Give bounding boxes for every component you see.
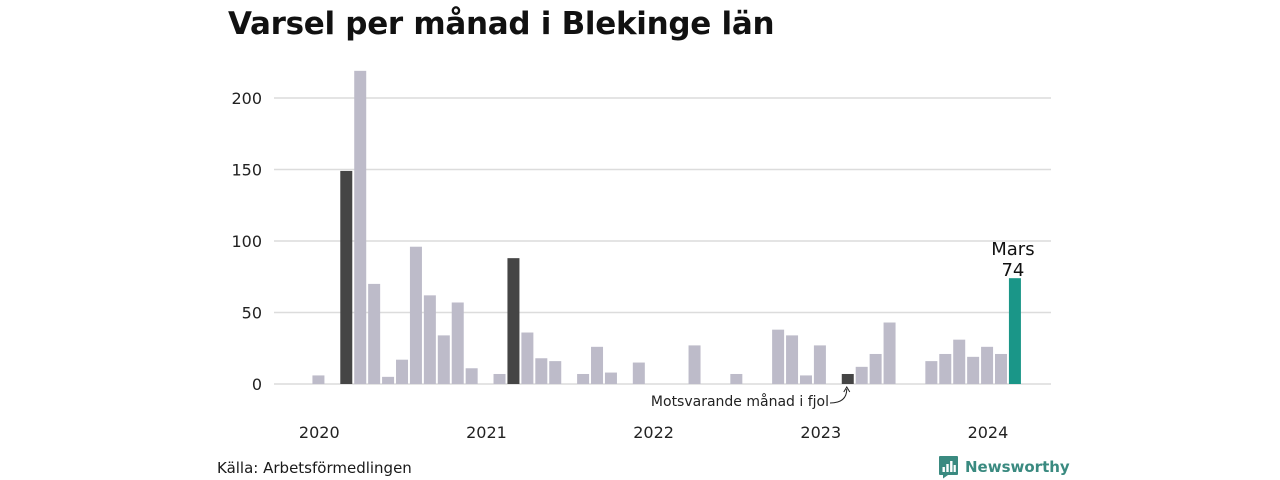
bar (953, 339, 966, 384)
bar (813, 345, 826, 384)
bar (981, 346, 994, 384)
current-month-label: Mars (991, 239, 1034, 260)
x-tick-label-year: 2023 (800, 423, 841, 442)
brand-name: Newsworthy (965, 458, 1070, 476)
bar (451, 302, 464, 384)
y-tick-label: 200 (231, 89, 262, 108)
source-label: Källa: Arbetsförmedlingen (217, 459, 412, 477)
chart-title: Varsel per månad i Blekinge län (228, 6, 775, 42)
newsworthy-logo-icon (939, 456, 958, 479)
y-tick-label: 0 (252, 375, 262, 394)
bar (312, 375, 325, 384)
bar (382, 376, 395, 384)
y-axis-tick-labels: 0 50 100 150 200 (231, 89, 262, 394)
bar (786, 335, 799, 384)
same-month-annotation: Motsvarande månad i fjol (651, 393, 829, 410)
annotation-arrow-head (843, 386, 851, 393)
bar (549, 361, 562, 384)
x-axis-year-labels: 2020 2021 2022 2023 2024 (299, 423, 1008, 442)
bar (354, 70, 367, 384)
bar-same-month-previous-year (340, 170, 353, 384)
bars (312, 70, 1021, 384)
bar (396, 359, 409, 384)
bar (730, 373, 743, 384)
bar-same-month-previous-year (507, 258, 520, 384)
bar (925, 361, 938, 384)
bar (368, 283, 381, 384)
bar (855, 366, 868, 384)
bar (577, 373, 590, 384)
bar (437, 335, 450, 384)
bar (465, 368, 478, 384)
bar (521, 332, 534, 384)
y-tick-label: 150 (231, 161, 262, 180)
bar (883, 322, 896, 384)
bar-current-month (1008, 278, 1021, 384)
bar (423, 295, 436, 384)
bar (995, 353, 1007, 384)
bar (604, 372, 617, 384)
current-month-value: 74 (1001, 260, 1024, 281)
bar (535, 358, 548, 384)
bar (799, 375, 812, 384)
bar (869, 353, 882, 384)
bar (409, 246, 422, 384)
bar (591, 346, 604, 384)
x-tick-label-year: 2024 (968, 423, 1009, 442)
bar (939, 353, 952, 384)
bar (493, 373, 506, 384)
gridlines (274, 97, 1051, 385)
x-tick-label-year: 2020 (299, 423, 340, 442)
annotation-arrow-line (829, 388, 848, 404)
y-tick-label: 100 (231, 232, 262, 251)
brand-logo[interactable]: Newsworthy (938, 455, 1070, 479)
x-tick-label-year: 2022 (633, 423, 674, 442)
x-tick-label-year: 2021 (466, 423, 507, 442)
y-tick-label: 50 (242, 304, 262, 323)
bar (632, 362, 645, 384)
bar (688, 345, 701, 384)
bar (967, 356, 980, 384)
bar-same-month-previous-year (841, 373, 854, 384)
bar (772, 329, 785, 384)
